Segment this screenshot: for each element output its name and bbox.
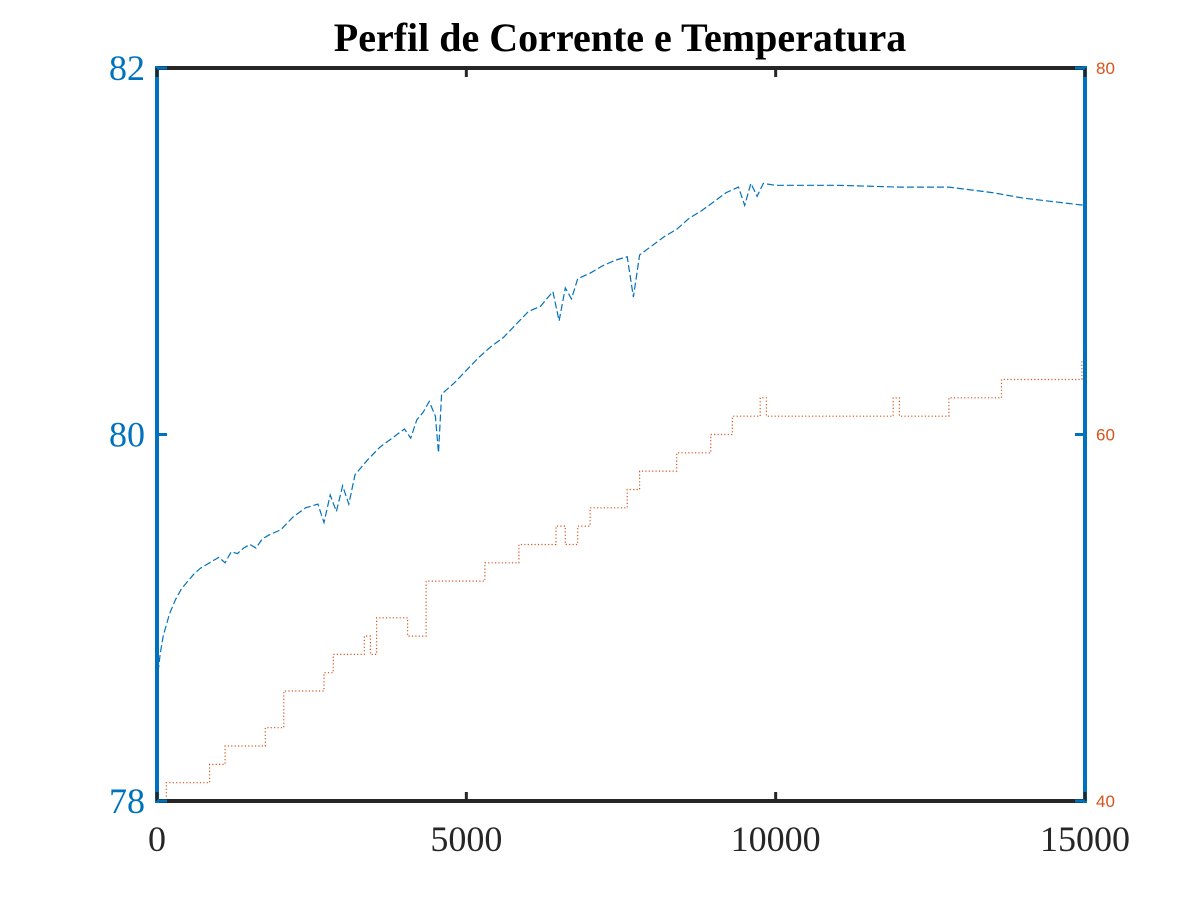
series-line-left (156, 181, 1086, 682)
x-tick-label: 5000 (430, 819, 502, 859)
y-right-tick-label: 60 (1096, 426, 1115, 445)
y-right-tick-label: 40 (1096, 792, 1115, 811)
y-left-tick-label: 78 (109, 781, 145, 821)
chart-title: Perfil de Corrente e Temperatura (334, 15, 906, 60)
y-left-tick-label: 80 (109, 415, 145, 455)
y-right-tick-label: 80 (1096, 59, 1115, 78)
x-tick-label: 15000 (1040, 819, 1130, 859)
series-line-right (157, 360, 1085, 802)
x-tick-label: 10000 (731, 819, 821, 859)
y-left-tick-label: 82 (109, 48, 145, 88)
x-tick-label: 0 (148, 819, 166, 859)
